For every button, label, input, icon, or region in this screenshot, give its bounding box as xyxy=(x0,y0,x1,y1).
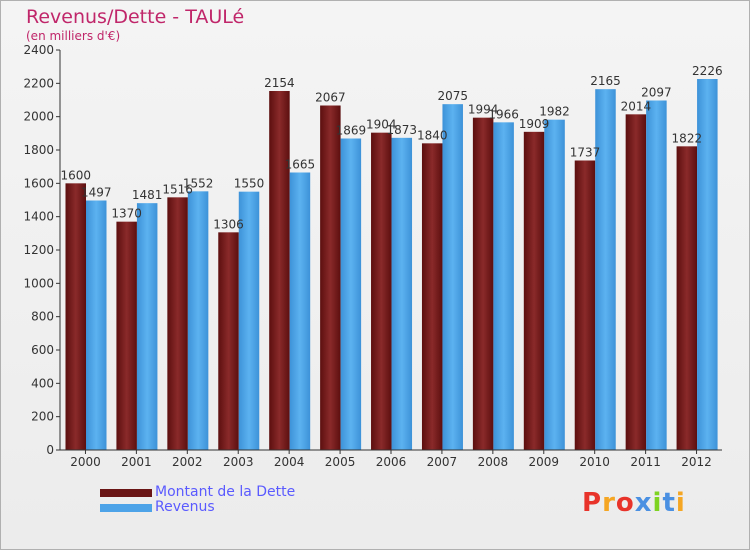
legend-label-revenue: Revenus xyxy=(155,499,215,515)
bar-debt-2001 xyxy=(116,221,137,450)
data-label-debt-2001: 1370 xyxy=(111,207,142,221)
proxiti-logo: Proxiti xyxy=(582,488,686,518)
legend-swatch-debt xyxy=(100,489,152,497)
x-tick-label-2006: 2006 xyxy=(376,455,407,469)
x-tick-label-2000: 2000 xyxy=(70,455,101,469)
x-tick-label-2003: 2003 xyxy=(223,455,254,469)
y-tick-label-2400: 2400 xyxy=(23,43,54,57)
data-label-revenue-2002: 1552 xyxy=(183,176,214,190)
bar-revenue-2006 xyxy=(391,137,413,451)
data-label-revenue-2003: 1550 xyxy=(234,177,265,191)
bar-revenue-2005 xyxy=(340,138,362,450)
y-tick-label-1400: 1400 xyxy=(23,210,54,224)
bar-revenue-2011 xyxy=(646,100,667,450)
bar-revenue-2010 xyxy=(595,89,616,451)
legend-label-debt: Montant de la Dette xyxy=(155,484,296,500)
x-tick-label-2004: 2004 xyxy=(274,455,305,469)
data-label-debt-2011: 2014 xyxy=(621,99,652,113)
y-tick-label-0: 0 xyxy=(46,443,54,457)
x-tick-label-2010: 2010 xyxy=(579,455,610,469)
bar-debt-2010 xyxy=(574,160,596,450)
bar-debt-2000 xyxy=(65,183,86,451)
x-tick-label-2012: 2012 xyxy=(681,455,712,469)
y-tick-label-400: 400 xyxy=(31,376,54,390)
data-label-debt-2008: 1994 xyxy=(468,103,499,117)
data-label-revenue-2009: 1982 xyxy=(539,105,570,119)
y-tick-label-1800: 1800 xyxy=(23,143,54,157)
y-tick-label-1200: 1200 xyxy=(23,243,54,257)
bar-revenue-2012 xyxy=(697,79,718,450)
y-tick-label-1600: 1600 xyxy=(23,176,54,190)
data-label-debt-2009: 1909 xyxy=(519,117,550,131)
bar-debt-2006 xyxy=(371,132,392,450)
data-label-debt-2010: 1737 xyxy=(570,146,601,160)
data-label-revenue-2005: 1869 xyxy=(336,124,367,138)
bar-revenue-2004 xyxy=(289,172,311,450)
data-label-debt-2005: 2067 xyxy=(315,91,346,105)
data-label-revenue-2012: 2226 xyxy=(692,64,723,78)
bar-revenue-2001 xyxy=(136,203,158,450)
x-tick-label-2007: 2007 xyxy=(427,455,458,469)
data-label-revenue-2007: 2075 xyxy=(437,89,468,103)
bar-debt-2009 xyxy=(523,131,545,451)
y-tick-label-1000: 1000 xyxy=(23,276,54,290)
bar-revenue-2008 xyxy=(493,122,514,450)
x-tick-label-2001: 2001 xyxy=(121,455,152,469)
legend-swatch-revenue xyxy=(100,504,152,512)
bar-debt-2007 xyxy=(421,143,443,451)
x-tick-label-2011: 2011 xyxy=(630,455,661,469)
bar-debt-2004 xyxy=(269,91,290,450)
data-label-revenue-2010: 2165 xyxy=(590,74,621,88)
bar-revenue-2009 xyxy=(544,119,565,451)
bar-debt-2003 xyxy=(218,232,239,450)
data-label-debt-2012: 1822 xyxy=(672,131,703,145)
bar-revenue-2002 xyxy=(187,191,209,451)
y-tick-label-2200: 2200 xyxy=(23,76,54,90)
x-tick-label-2005: 2005 xyxy=(325,455,356,469)
bar-revenue-2000 xyxy=(86,200,107,450)
y-tick-label-2000: 2000 xyxy=(23,110,54,124)
data-label-debt-2000: 1600 xyxy=(60,168,91,182)
chart-title: Revenus/Dette - TAULé xyxy=(26,6,245,28)
bar-debt-2005 xyxy=(320,105,341,450)
bar-debt-2012 xyxy=(676,146,698,451)
data-label-debt-2004: 2154 xyxy=(264,76,295,90)
y-tick-label-600: 600 xyxy=(31,343,54,357)
data-label-revenue-2004: 1665 xyxy=(285,158,316,172)
data-label-revenue-2011: 2097 xyxy=(641,86,672,100)
data-label-revenue-2006: 1873 xyxy=(387,123,418,137)
chart-subtitle: (en milliers d'€) xyxy=(26,29,121,43)
bar-debt-2002 xyxy=(167,197,188,450)
bar-debt-2011 xyxy=(625,114,647,450)
bar-revenue-2003 xyxy=(238,191,260,450)
data-label-debt-2006: 1904 xyxy=(366,118,397,132)
y-tick-label-800: 800 xyxy=(31,310,54,324)
bar-debt-2008 xyxy=(472,117,494,451)
bar-revenue-2007 xyxy=(442,104,463,451)
y-tick-label-200: 200 xyxy=(31,410,54,424)
x-tick-label-2009: 2009 xyxy=(528,455,559,469)
data-label-revenue-2000: 1497 xyxy=(81,186,112,200)
x-tick-label-2008: 2008 xyxy=(478,455,509,469)
data-label-debt-2007: 1840 xyxy=(417,128,448,142)
data-label-debt-2002: 1516 xyxy=(162,182,193,196)
data-label-revenue-2008: 1966 xyxy=(488,107,519,121)
data-label-revenue-2001: 1481 xyxy=(132,188,163,202)
x-tick-label-2002: 2002 xyxy=(172,455,203,469)
data-label-debt-2003: 1306 xyxy=(213,217,244,231)
